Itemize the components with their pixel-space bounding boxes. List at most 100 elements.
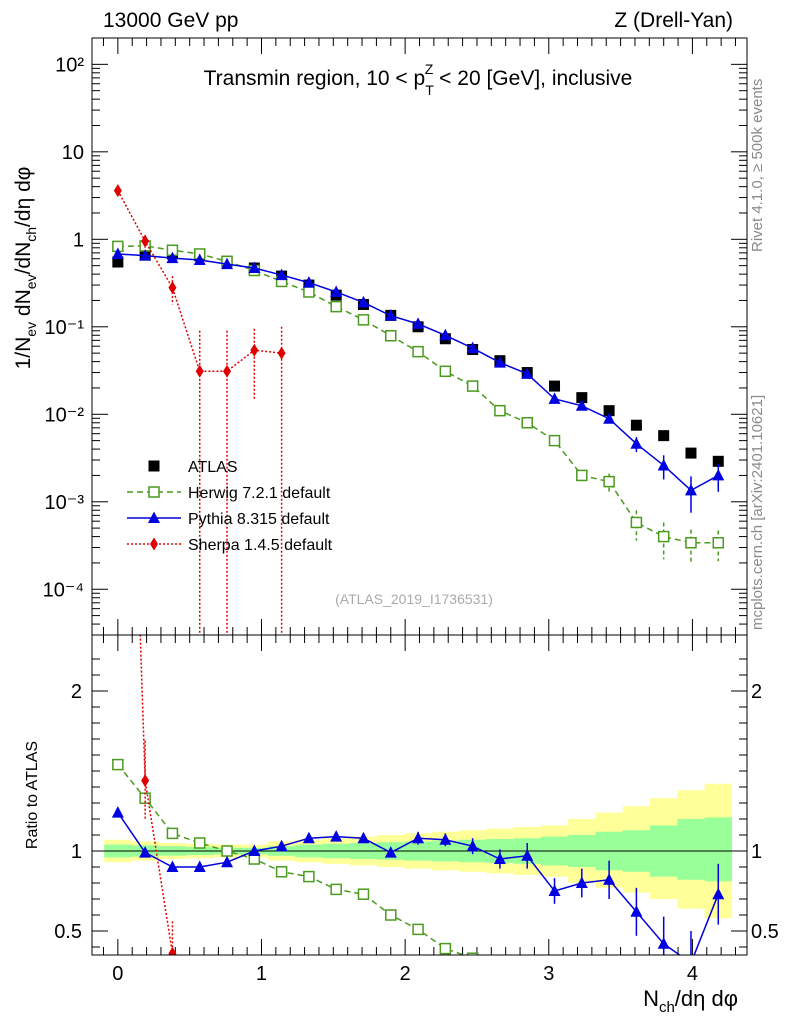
ratio-data-point bbox=[193, 860, 206, 872]
ratio-data-point bbox=[221, 845, 233, 857]
data-point bbox=[221, 257, 234, 270]
series-pythia-8-315-default bbox=[111, 247, 725, 513]
ratio-data-point bbox=[575, 876, 588, 888]
x-tick-label: 3 bbox=[543, 963, 554, 985]
data-point bbox=[548, 392, 561, 404]
ratio-data-point bbox=[139, 846, 152, 858]
ratio-data-point bbox=[196, 997, 204, 1010]
series-atlas bbox=[112, 248, 724, 467]
ratio-data-point bbox=[521, 849, 534, 861]
ratio-data-point bbox=[166, 827, 179, 840]
data-point bbox=[603, 412, 616, 424]
data-point bbox=[357, 295, 370, 308]
ratio-series-pythia-8-315-default bbox=[111, 806, 725, 955]
ratio-series-sherpa-1-4-5-default bbox=[139, 635, 204, 1010]
data-point bbox=[330, 300, 342, 313]
x-axis-label: Nch/dη dφ bbox=[643, 986, 738, 1016]
ratio-data-point bbox=[193, 837, 206, 849]
data-point bbox=[657, 458, 670, 471]
data-point bbox=[603, 405, 615, 417]
ratio-frame bbox=[91, 634, 748, 956]
data-point bbox=[168, 281, 177, 295]
mcplots-label: mcplots.cern.ch [arXiv:2401.10621] bbox=[749, 395, 766, 630]
main-y-tick-labels: 10⁻⁴ 10⁻³ 10⁻² 10⁻¹ 1 10 10² bbox=[43, 54, 85, 601]
data-point bbox=[657, 530, 670, 543]
data-point bbox=[439, 365, 452, 378]
main-y-tick-label: 10² bbox=[55, 54, 84, 76]
data-point bbox=[630, 437, 643, 449]
data-point bbox=[248, 261, 261, 273]
main-y-tick-label: 10⁻¹ bbox=[45, 317, 85, 339]
x-tick-label: 1 bbox=[256, 963, 267, 985]
main-y-tick-label: 10 bbox=[62, 142, 84, 164]
data-point bbox=[466, 341, 479, 354]
data-point bbox=[412, 345, 424, 358]
ratio-data-point bbox=[466, 839, 479, 852]
ratio-data-point bbox=[166, 860, 179, 872]
legend-label: ATLAS bbox=[188, 459, 238, 476]
data-point bbox=[630, 419, 642, 431]
ratio-data-point bbox=[303, 870, 315, 883]
x-tick-label: 2 bbox=[400, 963, 411, 985]
ratio-data-point bbox=[439, 942, 452, 955]
ratio-y-tick-label-left: 0.5 bbox=[54, 921, 82, 943]
axes-frames bbox=[91, 37, 748, 956]
data-point bbox=[193, 253, 206, 266]
data-point bbox=[466, 380, 479, 392]
ratio-y-axis-label: Ratio to ATLAS bbox=[24, 741, 41, 849]
data-point bbox=[685, 447, 697, 459]
legend-label: Sherpa 1.4.5 default bbox=[188, 537, 333, 554]
data-point bbox=[195, 364, 204, 378]
ratio-axis-ticks bbox=[92, 635, 747, 955]
ratio-series-layer bbox=[111, 635, 725, 1010]
data-point bbox=[330, 285, 343, 297]
ratio-data-point bbox=[168, 946, 177, 955]
inner-uncertainty-band bbox=[104, 817, 732, 882]
data-point bbox=[223, 364, 232, 378]
ratio-y-tick-label-left: 2 bbox=[71, 681, 82, 703]
data-point bbox=[548, 434, 561, 447]
legend-item-sherpa-1-4-5-default: Sherpa 1.4.5 default bbox=[127, 537, 333, 554]
ratio-y-tick-label-right: 1 bbox=[751, 841, 762, 863]
data-point bbox=[521, 417, 533, 429]
data-point bbox=[712, 537, 725, 549]
ratio-data-point bbox=[466, 952, 479, 955]
series-sherpa-1-4-5-default bbox=[113, 184, 286, 635]
data-point bbox=[139, 249, 152, 261]
rivet-version-label: Rivet 4.1.0, ≥ 500k events bbox=[749, 79, 766, 252]
main-series-layer bbox=[111, 184, 725, 635]
ratio-data-point bbox=[141, 774, 150, 788]
data-point bbox=[521, 367, 534, 379]
ratio-data-point bbox=[439, 833, 452, 845]
data-point bbox=[111, 247, 124, 259]
ratio-data-point bbox=[712, 887, 725, 900]
ratio-data-point bbox=[493, 852, 506, 864]
data-point bbox=[712, 455, 724, 467]
ratio-y-tick-label-left: 1 bbox=[71, 841, 82, 863]
data-point bbox=[576, 392, 588, 404]
data-point bbox=[439, 328, 452, 341]
ratio-y-tick-label-right: 0.5 bbox=[751, 921, 779, 943]
data-point bbox=[712, 468, 725, 481]
ratio-data-point bbox=[221, 855, 234, 868]
ratio-data-point bbox=[111, 806, 124, 818]
data-point bbox=[384, 309, 397, 321]
data-point bbox=[275, 268, 288, 281]
series-line bbox=[117, 253, 719, 492]
data-point bbox=[658, 430, 670, 442]
legend: ATLAS Herwig 7.2.1 default Pythia 8.315 de… bbox=[127, 459, 333, 554]
data-point bbox=[385, 330, 397, 342]
ratio-data-point bbox=[302, 831, 315, 844]
ratio-data-point bbox=[548, 884, 561, 896]
data-point bbox=[112, 256, 124, 268]
legend-marker bbox=[150, 537, 158, 551]
ratio-data-point bbox=[357, 888, 370, 900]
ratio-y-tick-label-right: 2 bbox=[751, 681, 762, 703]
data-point bbox=[302, 276, 315, 288]
legend-item-pythia-8-315-default: Pythia 8.315 default bbox=[127, 511, 330, 528]
ratio-data-point bbox=[412, 831, 425, 844]
legend-marker bbox=[148, 511, 160, 523]
data-point bbox=[575, 399, 588, 411]
legend-item-atlas: ATLAS bbox=[148, 459, 238, 476]
